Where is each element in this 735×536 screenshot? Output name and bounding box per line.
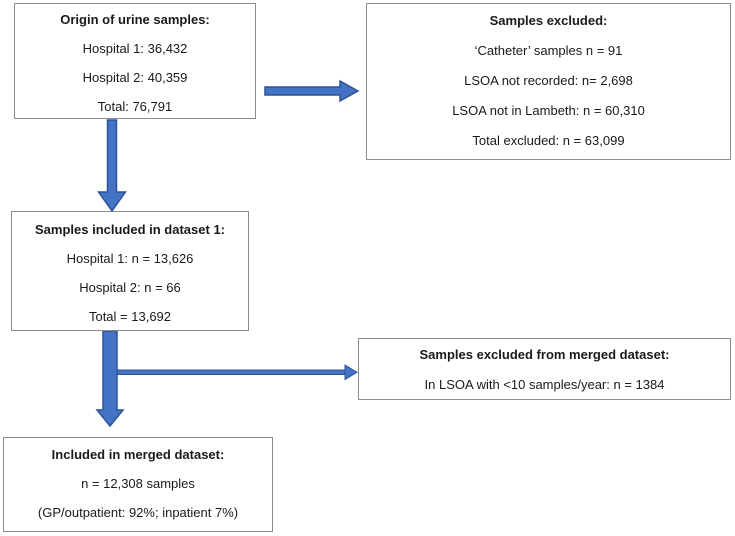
box-samples-included-dataset1: Samples included in dataset 1: Hospital … [11,211,249,331]
box-origin-line-hospital1: Hospital 1: 36,432 [82,41,188,56]
box-excluded-line-lsoa-not-lambeth: LSOA not in Lambeth: n = 60,310 [452,103,645,118]
box-origin-title: Origin of urine samples: [60,12,210,27]
box-included-merged-dataset: Included in merged dataset: n = 12,308 s… [3,437,273,532]
box-dataset1-title: Samples included in dataset 1: [35,222,225,237]
box-origin-line-hospital2: Hospital 2: 40,359 [82,70,188,85]
box-excluded-line-lsoa-not-recorded: LSOA not recorded: n= 2,698 [464,73,633,88]
arrow-origin-to-excluded [264,79,360,103]
box-merged-included-line-n: n = 12,308 samples [81,476,195,491]
arrow-origin-to-dataset1 [97,119,127,213]
arrow-dataset1-to-merged [95,330,125,428]
box-excluded-line-catheter: ‘Catheter’ samples n = 91 [474,43,623,58]
box-dataset1-line-total: Total = 13,692 [88,309,172,324]
box-origin-line-total: Total: 76,791 [97,99,173,114]
box-samples-excluded: Samples excluded: ‘Catheter’ samples n =… [366,3,731,160]
box-merged-included-line-split: (GP/outpatient: 92%; inpatient 7%) [37,505,239,520]
arrow-branch-to-merged-excluded-head [344,364,358,381]
box-merged-included-title: Included in merged dataset: [51,447,225,462]
box-origin-of-urine-samples: Origin of urine samples: Hospital 1: 36,… [14,3,256,119]
box-dataset1-line-hospital1: Hospital 1: n = 13,626 [66,251,194,266]
arrow-branch-to-merged-excluded-shaft [116,369,346,375]
box-excluded-title: Samples excluded: [489,13,608,28]
box-merged-excluded-title: Samples excluded from merged dataset: [419,347,670,362]
box-samples-excluded-merged: Samples excluded from merged dataset: In… [358,338,731,400]
box-dataset1-line-hospital2: Hospital 2: n = 66 [79,280,181,295]
box-excluded-line-total: Total excluded: n = 63,099 [472,133,625,148]
box-merged-excluded-line-lsoa: In LSOA with <10 samples/year: n = 1384 [424,377,665,392]
